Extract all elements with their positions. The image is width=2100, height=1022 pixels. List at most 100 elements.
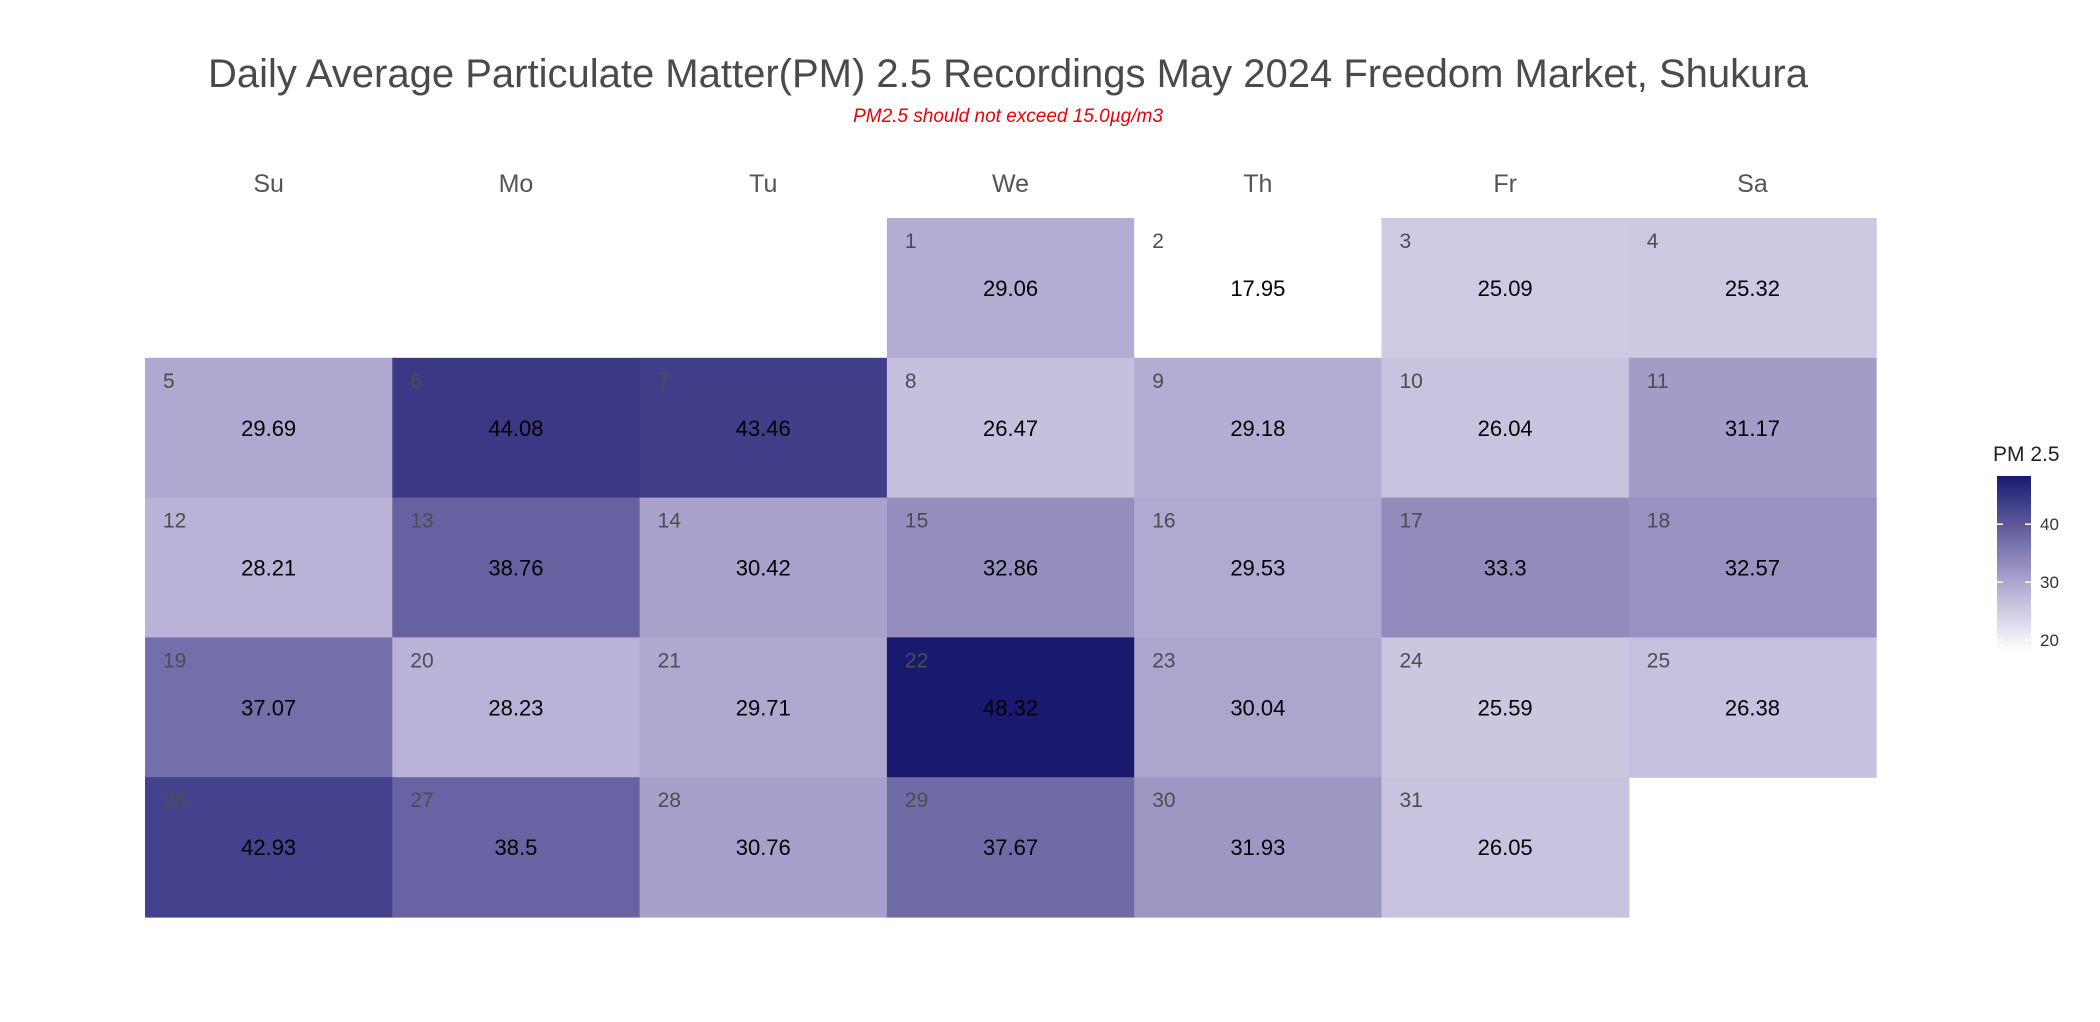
pm25-value: 25.09 (1478, 276, 1533, 301)
calendar-cell-day-17: 17 33.3 (1381, 497, 1630, 638)
pm25-value: 38.5 (495, 835, 538, 860)
calendar-cell-day-8: 826.47 (886, 357, 1135, 499)
pm25-value: 33.3 (1484, 556, 1527, 581)
day-number: 10 (1400, 370, 1423, 393)
pm25-value: 30.76 (736, 835, 791, 860)
cell-fill (392, 637, 641, 778)
pm25-value: 17.95 (1230, 276, 1285, 301)
pm25-value: 28.21 (241, 556, 296, 581)
cell-fill (1134, 218, 1383, 359)
weekday-label-mo: Mo (499, 170, 534, 198)
pm25-value: 26.47 (983, 416, 1038, 441)
cell-fill (1381, 497, 1630, 638)
pm25-value: 30.42 (736, 556, 791, 581)
calendar-cell-day-7: 743.46 (639, 357, 888, 499)
cell-fill (639, 357, 888, 499)
day-number: 17 (1400, 510, 1423, 533)
day-number: 18 (1647, 510, 1670, 533)
weekday-label-tu: Tu (749, 170, 777, 198)
cell-fill (886, 777, 1135, 918)
weekday-header-row: Su Mo Tu We Th Fr Sa (253, 170, 1767, 198)
calendar-cell-day-16: 16 29.53 (1134, 497, 1383, 638)
pm25-value: 29.71 (736, 695, 791, 720)
cell-fill (886, 637, 1135, 778)
day-number: 27 (410, 789, 433, 812)
color-legend: PM 2.5 20 30 40 (1993, 443, 2060, 652)
day-number: 30 (1152, 789, 1175, 812)
pm25-value: 32.57 (1725, 556, 1780, 581)
day-number: 14 (658, 510, 682, 533)
calendar-cell-day-5: 529.69 (145, 357, 393, 499)
cell-fill (392, 357, 641, 499)
calendar-cell-day-27: 27 38.5 (392, 777, 641, 918)
chart-subtitle: PM2.5 should not exceed 15.0µg/m3 (853, 106, 1163, 127)
cell-fill (639, 637, 888, 778)
calendar-cell-day-9: 929.18 (1134, 357, 1383, 499)
day-number: 20 (410, 649, 433, 672)
calendar-cell-day-4: 425.32 (1628, 218, 1877, 359)
calendar-cell-day-31: 31 26.05 (1381, 777, 1630, 918)
calendar-cell-day-12: 12 28.21 (145, 497, 393, 638)
day-number: 12 (163, 510, 186, 533)
pm25-value: 42.93 (241, 835, 296, 860)
cell-fill (1381, 218, 1630, 359)
calendar-cell-day-30: 30 31.93 (1134, 777, 1383, 918)
cell-fill (145, 777, 393, 918)
calendar-cell-day-28: 28 30.76 (639, 777, 888, 918)
day-number: 29 (905, 789, 928, 812)
cell-fill (392, 497, 641, 638)
day-number: 16 (1152, 510, 1175, 533)
legend-tick-label: 30 (2040, 573, 2059, 592)
pm25-value: 26.38 (1725, 695, 1780, 720)
day-number: 11 (1647, 370, 1669, 393)
calendar-cell-day-25: 25 26.38 (1628, 637, 1877, 778)
day-number: 7 (658, 370, 670, 393)
cell-fill (1628, 218, 1877, 359)
calendar-cell-day-24: 24 25.59 (1381, 637, 1630, 778)
day-number: 21 (658, 649, 681, 672)
cell-fill (392, 777, 641, 918)
pm25-value: 31.93 (1230, 835, 1285, 860)
cell-fill (1628, 637, 1877, 778)
day-number: 24 (1400, 649, 1424, 672)
cell-fill (886, 357, 1135, 499)
calendar-cell-day-11: 11 31.17 (1628, 357, 1877, 499)
calendar-cell-day-2: 217.95 (1134, 218, 1383, 359)
pm25-value: 30.04 (1230, 695, 1285, 720)
cell-fill (145, 497, 393, 638)
calendar-cell-day-10: 10 26.04 (1381, 357, 1630, 499)
weekday-label-fr: Fr (1493, 170, 1517, 198)
calendar-cell-day-1: 129.06 (886, 218, 1135, 359)
cell-fill (1628, 357, 1877, 499)
cell-fill (639, 497, 888, 638)
pm25-value: 31.17 (1725, 416, 1780, 441)
calendar-cell-day-29: 29 37.67 (886, 777, 1135, 918)
pm25-value: 44.08 (488, 416, 543, 441)
day-number: 13 (410, 510, 433, 533)
pm25-value: 37.07 (241, 695, 296, 720)
day-number: 5 (163, 370, 175, 393)
cell-fill (1134, 357, 1383, 499)
pm25-value: 29.18 (1230, 416, 1285, 441)
calendar-cell-day-23: 23 30.04 (1134, 637, 1383, 778)
calendar-cell-day-13: 13 38.76 (392, 497, 641, 638)
day-number: 31 (1400, 789, 1423, 812)
cell-fill (1381, 637, 1630, 778)
day-number: 26 (163, 789, 186, 812)
day-number: 15 (905, 510, 928, 533)
day-number: 19 (163, 649, 186, 672)
pm25-value: 25.32 (1725, 276, 1780, 301)
weekday-label-we: We (992, 170, 1029, 198)
weekday-label-th: Th (1243, 170, 1272, 198)
cell-fill (1134, 777, 1383, 918)
day-number: 4 (1647, 230, 1659, 253)
day-number: 1 (905, 230, 917, 253)
pm25-value: 48.32 (983, 695, 1038, 720)
day-number: 22 (905, 649, 928, 672)
cell-fill (1134, 497, 1383, 638)
pm25-value: 29.53 (1230, 556, 1285, 581)
pm25-value: 25.59 (1478, 695, 1533, 720)
day-number: 23 (1152, 649, 1175, 672)
weekday-label-sa: Sa (1737, 170, 1768, 198)
pm25-value: 29.06 (983, 276, 1038, 301)
